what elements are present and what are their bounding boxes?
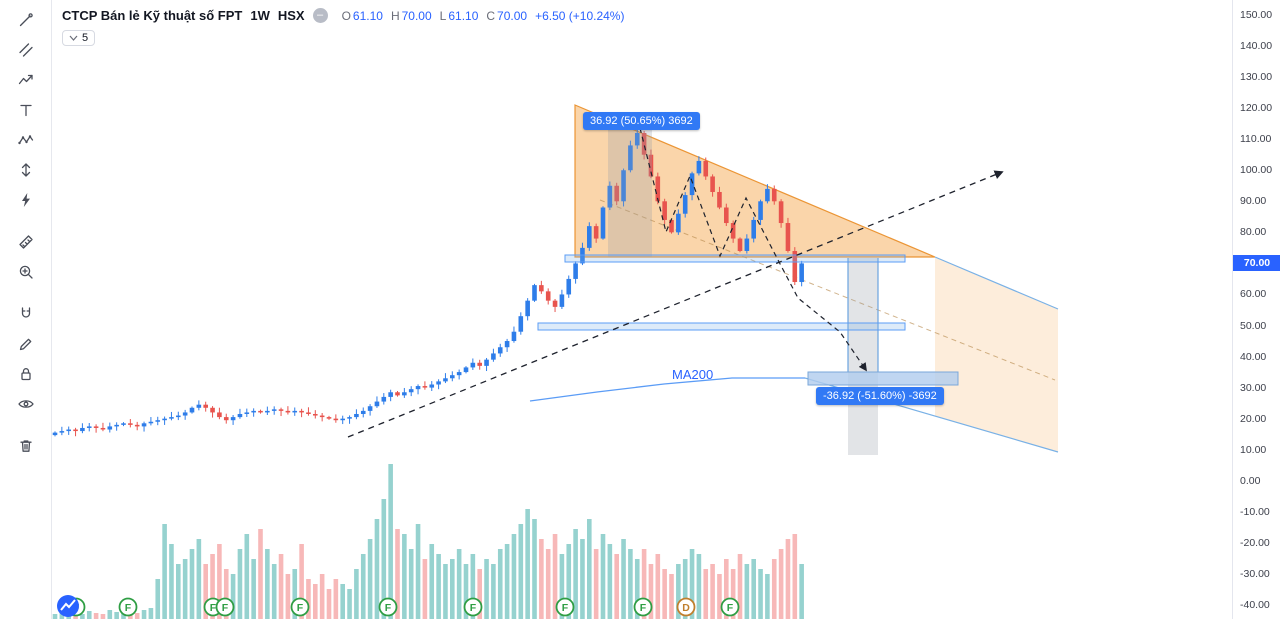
trend-line-tool[interactable] — [9, 8, 43, 32]
price-tick: 150.00 — [1240, 9, 1273, 21]
measure-label-top[interactable]: 36.92 (50.65%) 3692 — [583, 112, 700, 130]
price-tick: 60.00 — [1240, 288, 1267, 301]
hide-drawings-tool[interactable] — [9, 392, 43, 416]
measure-tool[interactable] — [9, 230, 43, 254]
price-change: +6.50 (+10.24%) — [535, 8, 625, 23]
parallel-channel-tool[interactable] — [9, 38, 43, 62]
svg-text:F: F — [385, 602, 392, 614]
wave-arrow-tool[interactable] — [9, 68, 43, 92]
measure-label-bottom[interactable]: -36.92 (-51.60%) -3692 — [816, 387, 944, 405]
zoom-in-tool-icon — [19, 265, 33, 279]
hide-drawings-tool-icon — [17, 400, 34, 408]
event-marker-F[interactable]: F — [720, 597, 740, 617]
low-label: L — [439, 8, 447, 23]
low-value: 61.10 — [448, 8, 479, 23]
svg-text:F: F — [470, 602, 477, 614]
ma200-label[interactable]: MA200 — [672, 367, 714, 382]
open-label: O — [341, 8, 351, 23]
price-tick: -30.00 — [1240, 567, 1270, 580]
event-marker-F[interactable]: F — [633, 597, 653, 617]
price-tick: 30.00 — [1240, 381, 1267, 394]
xabcd-pattern-tool-icon — [17, 135, 33, 145]
flash-tool[interactable] — [9, 188, 43, 212]
measure-tool-icon — [18, 235, 33, 249]
xabcd-pattern-tool[interactable] — [9, 128, 43, 152]
measure-drawings[interactable] — [537, 112, 959, 455]
text-tool-icon — [19, 104, 32, 117]
price-tick: 120.00 — [1240, 102, 1273, 115]
event-marker-F[interactable]: F — [118, 597, 138, 617]
svg-text:F: F — [210, 602, 217, 614]
lock-tool[interactable] — [9, 362, 43, 386]
price-tick: 130.00 — [1240, 71, 1273, 84]
event-marker-F[interactable]: F — [290, 597, 310, 617]
price-tick: -20.00 — [1240, 536, 1270, 549]
svg-text:F: F — [562, 602, 569, 614]
price-tick: -10.00 — [1240, 505, 1270, 518]
high-label: H — [390, 8, 400, 23]
draw-tool[interactable] — [9, 332, 43, 356]
wave-arrow-tool-icon — [18, 74, 33, 85]
price-tick: 20.00 — [1240, 412, 1267, 425]
price-tick: 50.00 — [1240, 319, 1267, 332]
open-value: 61.10 — [352, 8, 383, 23]
flash-tool-icon — [21, 193, 30, 207]
chip-value: 5 — [82, 32, 89, 44]
event-marker-F[interactable]: F — [555, 597, 575, 617]
exchange-label[interactable]: HSX — [277, 8, 305, 23]
current-price-badge: 70.00 — [1233, 255, 1280, 272]
trend-line-tool-icon — [19, 13, 33, 27]
svg-text:F: F — [297, 602, 304, 614]
symbol-title[interactable]: CTCP Bán lẻ Kỹ thuật số FPT — [62, 8, 243, 23]
svg-text:F: F — [640, 602, 647, 614]
close-value: 70.00 — [497, 8, 528, 23]
remove-tool[interactable] — [9, 434, 43, 458]
price-tick: 80.00 — [1240, 226, 1267, 239]
price-chart-canvas[interactable]: FFFFFFFFFDF — [52, 0, 1232, 619]
svg-text:F: F — [125, 602, 132, 614]
parallel-channel-tool-icon — [18, 43, 33, 57]
timeframe-label[interactable]: 1W — [250, 8, 270, 23]
price-tick: 10.00 — [1240, 443, 1267, 456]
svg-text:F: F — [727, 602, 734, 614]
event-marker-F[interactable]: F — [378, 597, 398, 617]
high-value: 70.00 — [401, 8, 432, 23]
drawing-toolbar — [0, 0, 52, 619]
magnet-tool[interactable] — [9, 302, 43, 326]
symbol-header: CTCP Bán lẻ Kỹ thuật số FPT 1W HSX – O 61… — [62, 8, 624, 23]
zoom-in-tool[interactable] — [9, 260, 43, 284]
candles-layer — [52, 129, 804, 437]
event-marker-F[interactable]: F — [463, 597, 483, 617]
tv-logo[interactable] — [57, 595, 79, 617]
price-tick: 100.00 — [1240, 164, 1273, 177]
close-label: C — [486, 8, 496, 23]
svg-text:F: F — [222, 602, 229, 614]
price-tick: 140.00 — [1240, 40, 1273, 53]
price-tick: 40.00 — [1240, 350, 1267, 363]
trendline-drawing[interactable] — [347, 127, 1004, 438]
legend-expand-chip[interactable]: 5 — [62, 30, 96, 46]
collapse-legend-icon[interactable]: – — [312, 8, 328, 23]
draw-tool-icon — [19, 338, 31, 351]
ma200-line[interactable] — [529, 377, 805, 402]
svg-text:D: D — [682, 602, 690, 614]
price-axis[interactable]: 70.00 150.00 140.00 130.00 120.00 110.00 100.… — [1232, 0, 1280, 619]
price-tick: 110.00 — [1240, 133, 1272, 146]
chart-area: FFFFFFFFFDF 36.92 (50.65%) 3692 -36.92 (… — [52, 0, 1232, 619]
projection-tool-icon — [21, 163, 30, 177]
remove-tool-icon — [19, 440, 32, 452]
ohlc-readout: O 61.10 H 70.00 L 61.10 C 70.00 — [336, 9, 528, 23]
volume-layer — [52, 464, 804, 619]
lock-tool-icon — [20, 368, 31, 381]
price-tick: -40.00 — [1240, 598, 1270, 611]
price-tick: 0.00 — [1240, 474, 1261, 487]
magnet-tool-icon — [21, 307, 30, 318]
text-tool[interactable] — [9, 98, 43, 122]
chevron-down-icon — [69, 35, 78, 41]
projection-tool[interactable] — [9, 158, 43, 182]
event-marker-D[interactable]: D — [676, 597, 696, 617]
price-tick: 90.00 — [1240, 195, 1267, 208]
event-marker-F[interactable]: F — [215, 597, 235, 617]
